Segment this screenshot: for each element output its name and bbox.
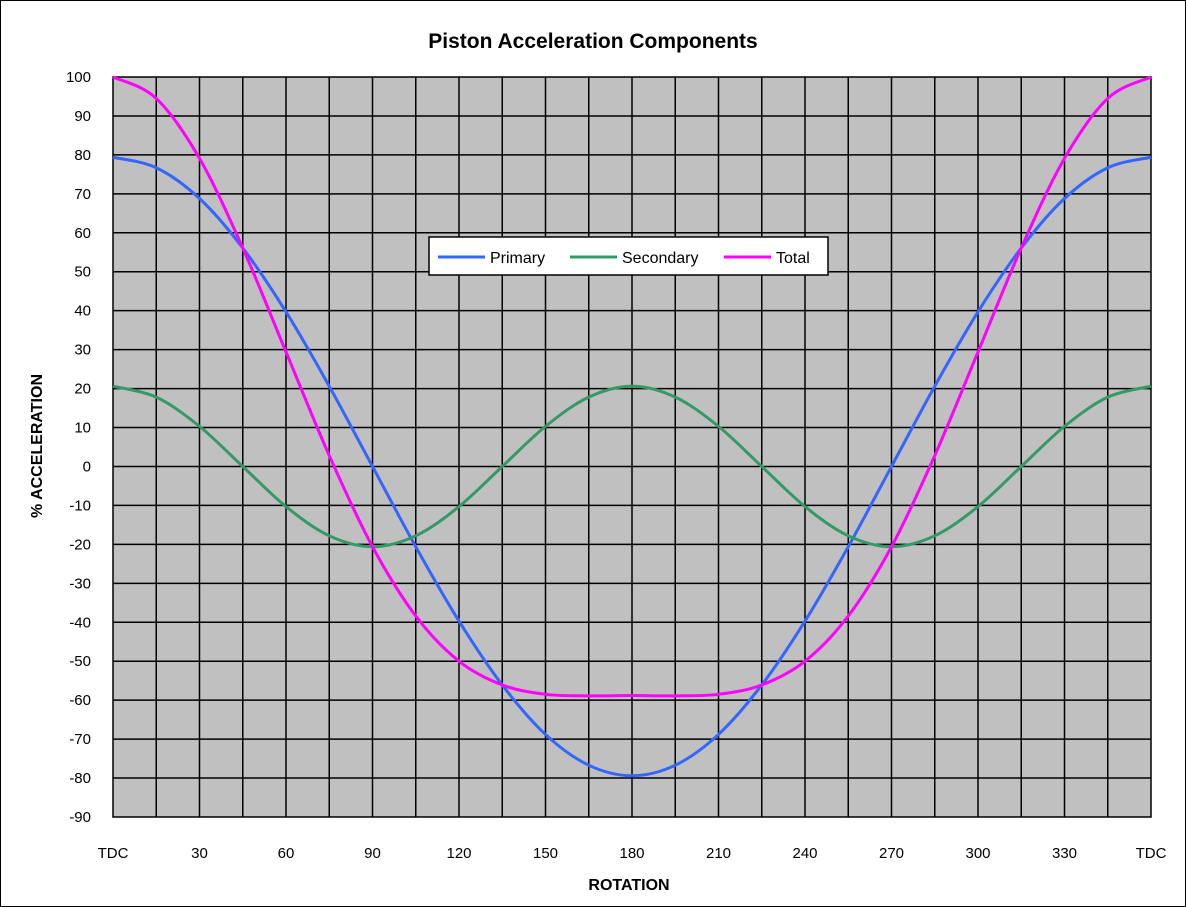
y-tick-label: -10 bbox=[69, 497, 91, 514]
y-axis-label: % ACCELERATION bbox=[29, 374, 46, 518]
y-tick-label: 80 bbox=[74, 147, 91, 164]
y-tick-label: 30 bbox=[74, 342, 91, 359]
y-tick-label: 90 bbox=[74, 108, 91, 125]
x-tick-label: 150 bbox=[533, 845, 558, 862]
legend-label-primary: Primary bbox=[490, 250, 545, 267]
y-tick-label: 20 bbox=[74, 381, 91, 398]
x-tick-label: 330 bbox=[1052, 845, 1077, 862]
y-tick-label: 40 bbox=[74, 303, 91, 320]
x-axis-ticks: TDC 30 60 90 120 150 180 210 240 270 300 330 TDC bbox=[98, 845, 1167, 862]
y-tick-label: -50 bbox=[69, 653, 91, 670]
chart-title: Piston Acceleration Components bbox=[428, 30, 758, 53]
y-tick-label: -90 bbox=[69, 809, 91, 826]
y-tick-label: 50 bbox=[74, 264, 91, 281]
series-line-secondary bbox=[112, 384, 1152, 549]
y-tick-label: 10 bbox=[74, 420, 91, 437]
series-layer bbox=[112, 75, 1152, 778]
y-tick-label: -80 bbox=[69, 770, 91, 787]
x-tick-label: 300 bbox=[965, 845, 990, 862]
legend-label-secondary: Secondary bbox=[622, 250, 699, 267]
legend-label-total: Total bbox=[776, 250, 810, 267]
y-tick-label: 0 bbox=[83, 458, 91, 475]
x-tick-label: 90 bbox=[364, 845, 381, 862]
y-tick-label: 60 bbox=[74, 225, 91, 242]
x-tick-label: TDC bbox=[98, 845, 129, 862]
y-tick-label: -30 bbox=[69, 575, 91, 592]
x-tick-label: 120 bbox=[446, 845, 471, 862]
x-axis-label: ROTATION bbox=[588, 877, 669, 894]
x-tick-label: 210 bbox=[706, 845, 731, 862]
x-tick-label: 180 bbox=[619, 845, 644, 862]
x-tick-label: 240 bbox=[792, 845, 817, 862]
x-tick-label: 30 bbox=[191, 845, 208, 862]
y-tick-label: -60 bbox=[69, 692, 91, 709]
y-tick-label: 100 bbox=[66, 69, 91, 86]
x-tick-label: 60 bbox=[278, 845, 295, 862]
y-tick-label: -20 bbox=[69, 536, 91, 553]
y-tick-label: 70 bbox=[74, 186, 91, 203]
x-tick-label: 270 bbox=[879, 845, 904, 862]
series-line-primary bbox=[112, 155, 1152, 778]
y-axis-ticks: 1009080706050403020100-10-20-30-40-50-60… bbox=[66, 69, 91, 826]
legend: Primary Secondary Total bbox=[428, 236, 829, 276]
y-tick-label: -40 bbox=[69, 614, 91, 631]
series-line-total bbox=[112, 75, 1152, 698]
y-tick-label: -70 bbox=[69, 731, 91, 748]
x-tick-label: TDC bbox=[1136, 845, 1167, 862]
